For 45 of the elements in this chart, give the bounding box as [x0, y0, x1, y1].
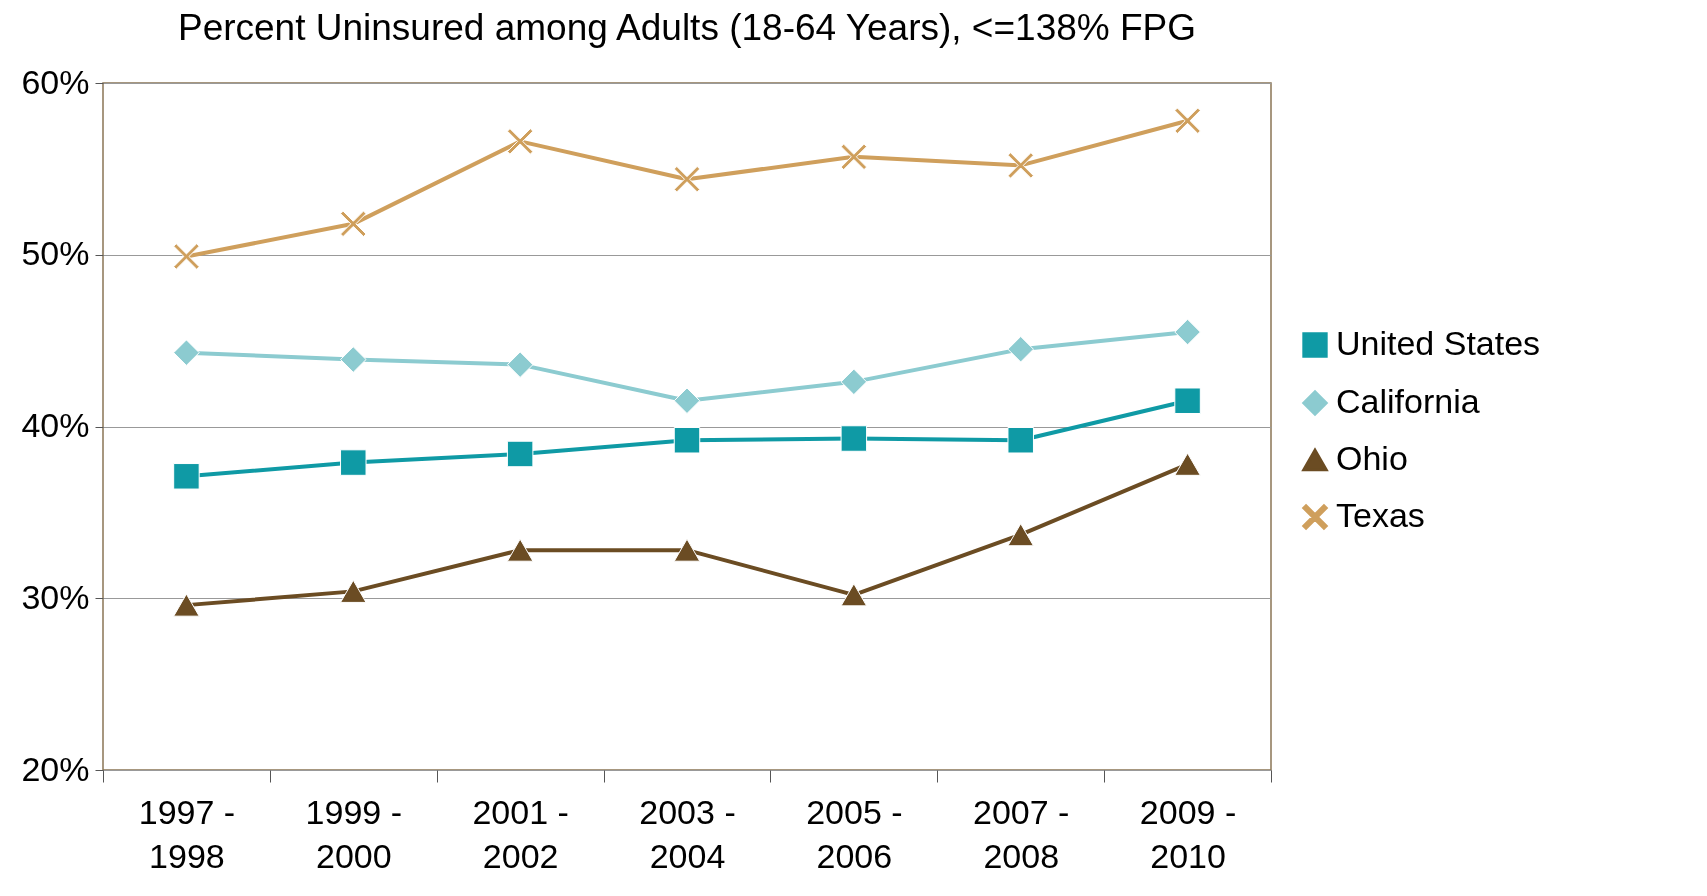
point [1174, 452, 1201, 476]
legend-label: United States [1336, 324, 1541, 362]
point [173, 339, 200, 366]
point [340, 346, 367, 373]
point [1174, 387, 1201, 414]
point [673, 426, 701, 454]
point [673, 387, 701, 414]
x-tick-label: 2007 - 2008 [973, 792, 1070, 875]
point [1174, 318, 1201, 346]
point [1007, 335, 1034, 363]
point [340, 579, 367, 603]
x-tick-label: 2009 - 2010 [1139, 792, 1237, 875]
point [673, 165, 701, 193]
point [840, 368, 868, 396]
y-tick-label: 20% [21, 749, 90, 788]
point [1007, 523, 1034, 547]
point [506, 351, 534, 378]
point [173, 463, 200, 490]
point [1007, 426, 1034, 454]
x-tick-label: 1999 - 2000 [305, 792, 402, 875]
point [173, 593, 200, 617]
legend-label: California [1336, 382, 1480, 420]
x-tick-label: 2003 - 2004 [639, 792, 736, 875]
point [506, 538, 534, 562]
point [340, 210, 367, 238]
y-tick-label: 40% [21, 406, 90, 444]
point [840, 425, 868, 452]
point [173, 243, 200, 270]
point [506, 128, 534, 155]
x-tick-label: 1997 - 1998 [138, 792, 236, 875]
point [840, 143, 868, 171]
y-tick-label: 30% [21, 577, 90, 616]
legend-label: Ohio [1336, 439, 1408, 477]
point [1007, 152, 1034, 179]
y-tick-label: 50% [21, 234, 90, 273]
legend-label: Texas [1336, 496, 1425, 534]
x-tick-label: 2005 - 2006 [806, 792, 903, 875]
chart-title: Percent Uninsured among Adults (18-64 Years), <=138% FPG [177, 7, 1197, 48]
point [506, 440, 534, 468]
point [673, 538, 701, 562]
point [1174, 107, 1201, 135]
x-tick-label: 2001 - 2002 [472, 792, 569, 875]
point [840, 583, 868, 607]
y-tick-label: 60% [21, 62, 90, 101]
point [340, 449, 367, 476]
